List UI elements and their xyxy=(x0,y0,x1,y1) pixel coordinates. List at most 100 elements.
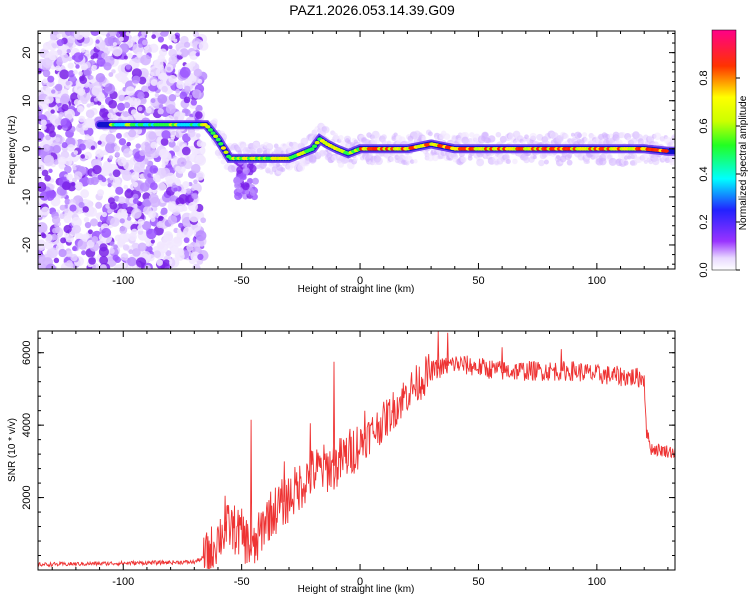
noise-blob xyxy=(158,104,164,109)
noise-blob xyxy=(144,264,151,269)
noise-blob xyxy=(126,141,131,147)
halo-blob xyxy=(300,137,309,146)
noise-blob xyxy=(128,232,137,242)
noise-blob xyxy=(132,198,139,205)
halo-blob xyxy=(524,134,529,140)
noise-blob xyxy=(128,249,134,255)
noise-blob xyxy=(78,71,83,76)
noise-blob xyxy=(41,169,49,177)
noise-blob xyxy=(54,83,63,92)
noise-blob xyxy=(122,244,130,251)
colorbar-tick-label: 0.8 xyxy=(698,70,710,85)
noise-blob xyxy=(105,133,116,144)
noise-blob xyxy=(71,177,77,183)
noise-blob xyxy=(80,154,86,159)
halo-blob xyxy=(627,155,632,160)
noise-blob xyxy=(92,164,102,175)
noise-blob xyxy=(147,254,155,262)
noise-blob xyxy=(159,48,168,57)
noise-blob xyxy=(66,260,73,267)
halo-blob xyxy=(409,159,415,164)
noise-blob xyxy=(146,82,151,87)
colorbar-gradient xyxy=(711,29,737,271)
noise-blob xyxy=(44,174,51,182)
noise-blob xyxy=(70,181,76,187)
snr-x-axis-label: Height of straight line (km) xyxy=(298,584,415,595)
noise-blob xyxy=(178,222,184,228)
noise-blob xyxy=(191,182,202,194)
noise-blob xyxy=(158,72,168,81)
noise-blob xyxy=(183,237,190,244)
noise-blob xyxy=(137,242,147,252)
noise-blob xyxy=(128,129,137,138)
noise-blob xyxy=(158,64,164,70)
noise-blob xyxy=(91,236,99,243)
noise-blob xyxy=(157,31,162,34)
noise-blob xyxy=(133,112,144,123)
noise-blob xyxy=(113,145,121,152)
noise-blob xyxy=(167,178,174,185)
tail-blob xyxy=(233,176,241,185)
halo-blob xyxy=(427,131,433,137)
noise-blob xyxy=(132,181,139,188)
noise-blob xyxy=(97,140,102,145)
noise-blob xyxy=(38,175,43,183)
noise-blob xyxy=(125,31,130,37)
noise-blob xyxy=(83,216,90,223)
colorbar-tick-label: 0.0 xyxy=(698,262,710,277)
noise-blob xyxy=(139,149,146,156)
noise-blob xyxy=(188,211,200,223)
noise-blob xyxy=(130,37,137,43)
noise-blob xyxy=(179,48,189,58)
noise-blob xyxy=(137,218,145,226)
halo-blob xyxy=(585,159,591,164)
noise-blob xyxy=(115,132,122,139)
snr-y-ticks: 2000 4000 6000 xyxy=(21,337,675,557)
noise-blob xyxy=(74,181,83,190)
halo-blob xyxy=(523,156,530,164)
noise-blob xyxy=(195,111,203,119)
x-tick-label: 50 xyxy=(472,576,484,588)
noise-blob xyxy=(118,31,125,36)
x-tick-label: 100 xyxy=(588,576,606,588)
noise-blob xyxy=(160,137,169,146)
noise-blob xyxy=(177,51,182,56)
noise-blob xyxy=(126,216,132,221)
halo-blob xyxy=(670,136,675,144)
noise-blob xyxy=(86,103,91,108)
noise-blob xyxy=(150,239,155,244)
colorbar-ticks: 0.0 0.2 0.4 0.6 0.8 xyxy=(698,70,740,278)
noise-blob xyxy=(85,109,95,119)
noise-blob xyxy=(196,133,201,138)
noise-blob xyxy=(72,246,77,252)
noise-blob xyxy=(65,80,71,86)
noise-blob xyxy=(76,105,84,113)
x-tick-label: -100 xyxy=(112,275,134,287)
noise-blob xyxy=(95,39,100,44)
noise-blob xyxy=(181,146,191,156)
noise-blob xyxy=(179,67,191,78)
noise-blob xyxy=(66,48,71,54)
noise-blob xyxy=(69,204,77,212)
noise-blob xyxy=(63,224,72,234)
noise-blob xyxy=(81,97,88,105)
noise-blob xyxy=(168,48,177,58)
halo-blob xyxy=(570,132,575,137)
noise-blob xyxy=(137,106,143,112)
noise-blob xyxy=(60,117,71,128)
noise-blob xyxy=(101,211,108,218)
noise-blob xyxy=(185,188,192,194)
noise-blob xyxy=(128,150,133,155)
noise-blob xyxy=(131,208,142,219)
noise-blob xyxy=(42,143,51,152)
tail-blob xyxy=(245,190,250,195)
y-tick-label: 0 xyxy=(21,146,33,152)
halo-blob xyxy=(457,137,464,144)
noise-blob xyxy=(200,217,207,224)
noise-blob xyxy=(65,250,73,258)
halo-blob xyxy=(566,159,573,166)
noise-blob xyxy=(154,92,159,98)
halo-blob xyxy=(389,156,396,162)
halo-blob xyxy=(529,132,537,141)
